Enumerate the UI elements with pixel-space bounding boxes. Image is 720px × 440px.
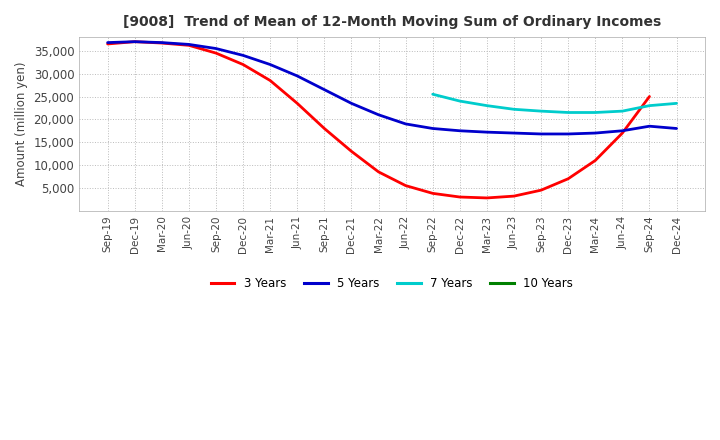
7 Years — [564, 110, 572, 115]
5 Years — [239, 53, 248, 58]
5 Years — [645, 124, 654, 129]
3 Years — [645, 94, 654, 99]
3 Years — [130, 39, 139, 44]
5 Years — [293, 73, 302, 79]
3 Years — [293, 101, 302, 106]
7 Years — [672, 101, 681, 106]
3 Years — [158, 40, 166, 46]
Line: 3 Years: 3 Years — [107, 42, 649, 198]
3 Years — [347, 149, 356, 154]
7 Years — [645, 103, 654, 108]
3 Years — [212, 51, 220, 56]
3 Years — [266, 78, 274, 83]
Line: 7 Years: 7 Years — [433, 94, 677, 113]
5 Years — [158, 40, 166, 45]
3 Years — [482, 195, 491, 201]
3 Years — [374, 169, 383, 175]
5 Years — [374, 112, 383, 117]
5 Years — [672, 126, 681, 131]
5 Years — [591, 130, 600, 136]
5 Years — [428, 126, 437, 131]
5 Years — [510, 130, 518, 136]
5 Years — [456, 128, 464, 133]
Title: [9008]  Trend of Mean of 12-Month Moving Sum of Ordinary Incomes: [9008] Trend of Mean of 12-Month Moving … — [123, 15, 661, 29]
7 Years — [618, 109, 626, 114]
7 Years — [428, 92, 437, 97]
3 Years — [184, 43, 193, 48]
5 Years — [401, 121, 410, 127]
Y-axis label: Amount (million yen): Amount (million yen) — [15, 62, 28, 186]
7 Years — [591, 110, 600, 115]
5 Years — [320, 87, 328, 92]
7 Years — [456, 99, 464, 104]
3 Years — [239, 62, 248, 67]
5 Years — [347, 101, 356, 106]
5 Years — [103, 40, 112, 45]
3 Years — [510, 194, 518, 199]
5 Years — [266, 62, 274, 67]
3 Years — [564, 176, 572, 181]
5 Years — [184, 42, 193, 47]
5 Years — [130, 39, 139, 44]
Legend: 3 Years, 5 Years, 7 Years, 10 Years: 3 Years, 5 Years, 7 Years, 10 Years — [206, 273, 578, 295]
3 Years — [401, 183, 410, 188]
Line: 5 Years: 5 Years — [107, 42, 677, 134]
3 Years — [618, 130, 626, 136]
5 Years — [564, 131, 572, 136]
5 Years — [212, 46, 220, 51]
7 Years — [510, 106, 518, 112]
5 Years — [482, 129, 491, 135]
7 Years — [537, 109, 546, 114]
3 Years — [320, 126, 328, 131]
3 Years — [591, 158, 600, 163]
3 Years — [428, 191, 437, 196]
3 Years — [537, 187, 546, 193]
7 Years — [482, 103, 491, 108]
3 Years — [103, 41, 112, 47]
5 Years — [618, 128, 626, 133]
5 Years — [537, 131, 546, 136]
3 Years — [456, 194, 464, 200]
